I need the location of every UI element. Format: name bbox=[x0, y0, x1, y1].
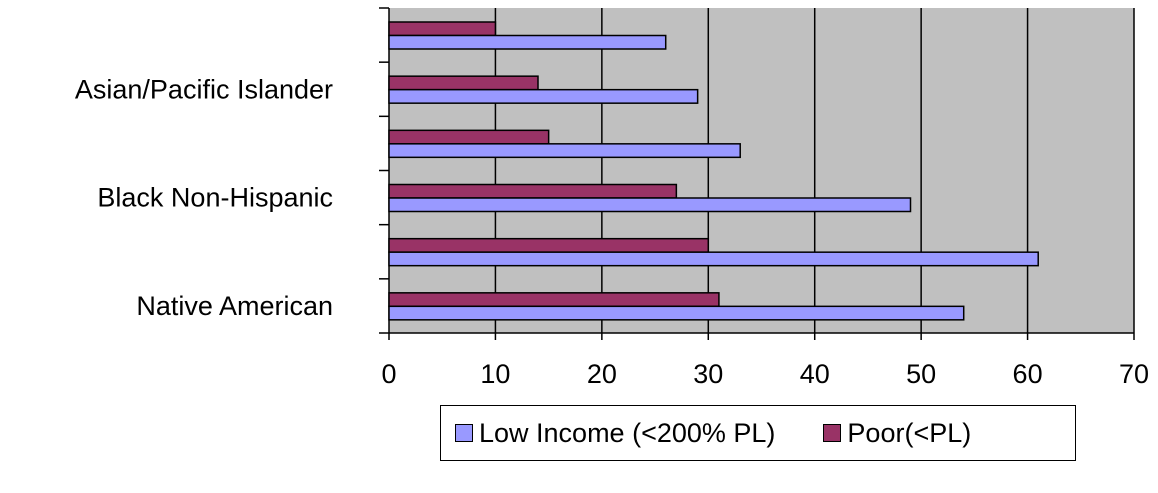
bar-poor bbox=[388, 292, 720, 308]
bar-low-income bbox=[388, 251, 1039, 267]
legend-entry-poor: Poor(<PL) bbox=[823, 418, 971, 449]
category-label: Native American bbox=[136, 291, 333, 321]
x-tick-label: 70 bbox=[1119, 359, 1149, 389]
bar-poor bbox=[388, 129, 550, 145]
bar-poor bbox=[388, 21, 497, 37]
bar-poor bbox=[388, 183, 678, 199]
bar-low-income bbox=[388, 197, 912, 213]
category-label: Black Non-Hispanic bbox=[97, 183, 333, 213]
bar-low-income bbox=[388, 305, 965, 321]
legend-label-poor: Poor(<PL) bbox=[847, 417, 972, 448]
x-tick-label: 60 bbox=[1013, 359, 1043, 389]
category-label: Asian/Pacific Islander bbox=[75, 74, 333, 104]
chart-svg: 0 10 20 30 40 50 60 70 Asian/Pacific Islander Bla… bbox=[75, 7, 1149, 389]
x-tick-label: 50 bbox=[906, 359, 936, 389]
x-tick-label: 0 bbox=[381, 359, 396, 389]
bar-poor bbox=[388, 75, 539, 91]
x-tick-label: 10 bbox=[480, 359, 510, 389]
legend-swatch-low-income bbox=[455, 424, 473, 442]
bar-low-income bbox=[388, 88, 699, 104]
legend-swatch-poor bbox=[823, 424, 842, 442]
legend-entry-low-income: Low Income (<200% PL) bbox=[455, 418, 775, 449]
plot-area bbox=[389, 8, 1134, 333]
x-tick-label: 30 bbox=[693, 359, 723, 389]
bar-low-income bbox=[388, 143, 741, 159]
x-tick-label: 40 bbox=[800, 359, 830, 389]
legend: Low Income (<200% PL) Poor(<PL) bbox=[440, 405, 1076, 461]
bar-poor bbox=[388, 237, 710, 253]
x-tick-label: 20 bbox=[587, 359, 617, 389]
legend-label-low-income: Low Income (<200% PL) bbox=[479, 417, 776, 448]
bar-low-income bbox=[388, 34, 667, 50]
